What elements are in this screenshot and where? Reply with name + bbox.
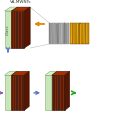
Polygon shape	[11, 7, 17, 48]
Polygon shape	[11, 7, 30, 11]
Polygon shape	[5, 11, 11, 48]
Polygon shape	[65, 71, 70, 110]
Polygon shape	[11, 71, 29, 75]
Polygon shape	[5, 75, 11, 110]
Polygon shape	[52, 75, 65, 110]
Text: Glass: Glass	[6, 24, 10, 35]
Text: VA-MWNTs: VA-MWNTs	[10, 0, 32, 4]
Polygon shape	[24, 71, 29, 110]
Polygon shape	[45, 71, 57, 75]
Polygon shape	[52, 71, 70, 75]
Polygon shape	[24, 7, 30, 48]
Polygon shape	[45, 75, 52, 110]
Polygon shape	[11, 71, 16, 110]
Polygon shape	[52, 71, 57, 110]
Polygon shape	[11, 11, 24, 48]
Bar	[49, 23, 69, 44]
Polygon shape	[11, 75, 24, 110]
Bar	[70, 23, 89, 44]
Polygon shape	[5, 7, 17, 11]
Polygon shape	[5, 71, 16, 75]
